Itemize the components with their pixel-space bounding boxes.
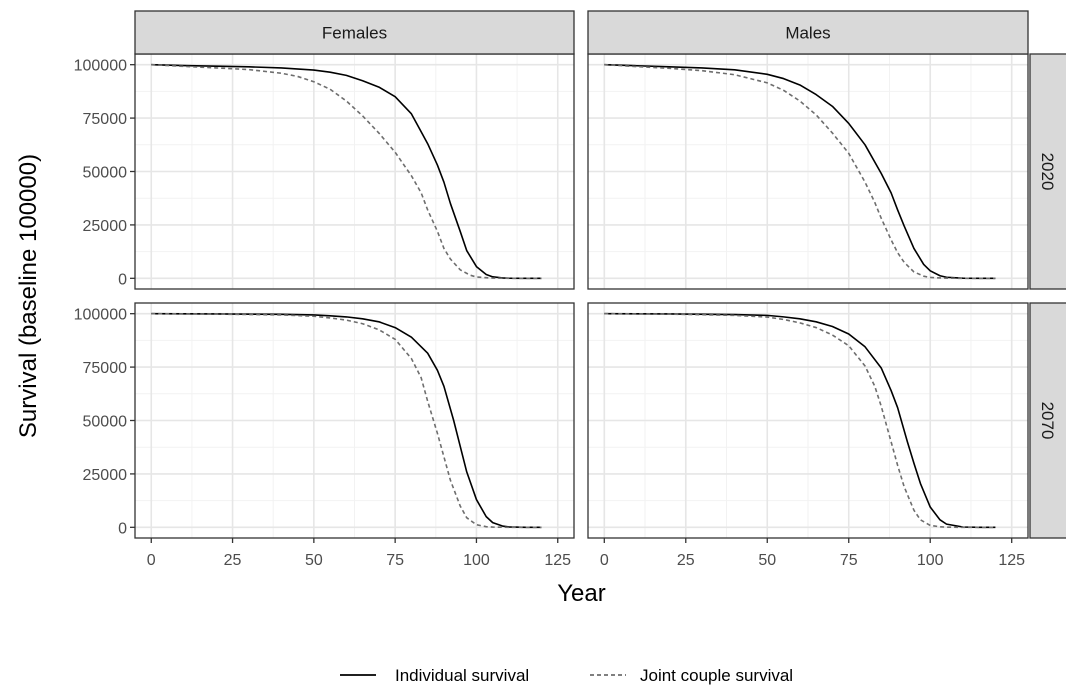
series-line-individual-survival: [604, 63, 996, 280]
y-tick-label: 25000: [83, 467, 128, 484]
y-tick-label: 0: [118, 271, 127, 288]
series-line-joint-couple-survival: [604, 63, 996, 280]
legend-label: Joint couple survival: [640, 666, 793, 685]
x-tick-label: 0: [600, 552, 609, 569]
legend-label: Individual survival: [395, 666, 529, 685]
facet-strip-females: [134, 10, 575, 55]
x-tick-label: 25: [224, 552, 242, 569]
y-tick-label: 75000: [83, 111, 128, 128]
y-axis-title: Survival (baseline 100000): [15, 154, 42, 438]
panel-females-2070: [134, 302, 575, 539]
x-tick-label: 100: [463, 552, 490, 569]
panel-males-2020: [587, 53, 1029, 290]
x-tick-label: 100: [917, 552, 944, 569]
x-tick-label: 125: [998, 552, 1025, 569]
series-line-joint-couple-survival: [151, 312, 542, 529]
x-tick-label: 75: [386, 552, 404, 569]
facet-strip-2070: [1029, 302, 1066, 539]
series-line-individual-survival: [151, 63, 542, 280]
panel-males-2070: [587, 302, 1029, 539]
x-tick-label: 50: [758, 552, 776, 569]
facet-strip-males: [587, 10, 1029, 55]
y-tick-label: 100000: [74, 58, 127, 75]
series-line-joint-couple-survival: [604, 312, 996, 529]
y-tick-label: 25000: [83, 218, 128, 235]
panel-border: [587, 302, 1029, 539]
y-tick-label: 50000: [83, 414, 128, 431]
series-line-individual-survival: [151, 312, 542, 529]
y-tick-label: 75000: [83, 360, 128, 377]
x-axis-title: Year: [557, 580, 606, 607]
facet-strip-2020: [1029, 53, 1066, 290]
facet-strip-label: Females: [322, 24, 387, 43]
series-line-individual-survival: [604, 312, 996, 529]
facet-strip-label: Males: [785, 24, 830, 43]
facet-strip-label: 2070: [1038, 402, 1057, 440]
x-tick-label: 25: [677, 552, 695, 569]
series-line-joint-couple-survival: [151, 63, 542, 280]
x-tick-label: 75: [840, 552, 858, 569]
y-tick-label: 0: [118, 520, 127, 537]
y-tick-label: 100000: [74, 307, 127, 324]
x-tick-label: 125: [544, 552, 571, 569]
facet-strip-label: 2020: [1038, 153, 1057, 191]
x-tick-label: 50: [305, 552, 323, 569]
x-tick-label: 0: [147, 552, 156, 569]
panel-females-2020: [134, 53, 575, 290]
y-tick-label: 50000: [83, 165, 128, 182]
